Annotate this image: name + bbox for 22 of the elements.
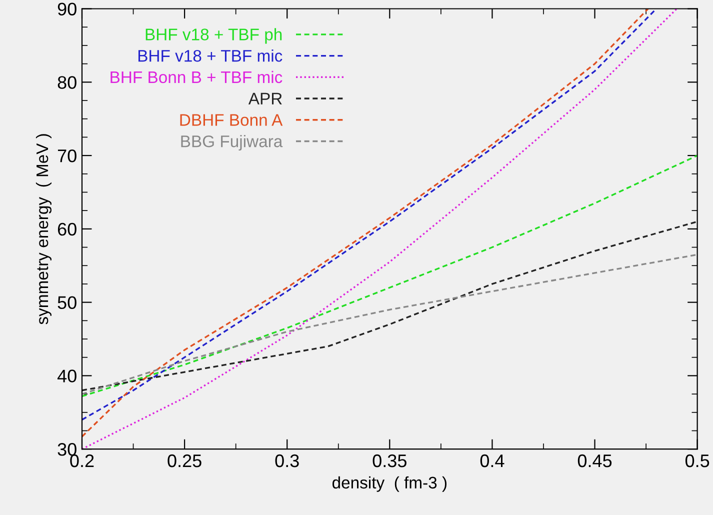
y-tick-label: 30 <box>58 443 76 456</box>
x-tick-label: 0.25 <box>168 454 202 468</box>
y-tick-label: 50 <box>58 296 76 310</box>
y-tick-label: 70 <box>58 149 76 162</box>
x-tick-label: 0.3 <box>275 454 299 468</box>
y-tick-label: 80 <box>58 76 76 89</box>
legend-label: BBG Fujiwara <box>181 135 283 151</box>
legend-label: BHF v18 + TBF mic <box>138 50 282 62</box>
y-tick-label: 90 <box>58 2 76 16</box>
x-tick-label: 0.5 <box>685 454 710 468</box>
x-tick-label: 0.35 <box>372 454 406 468</box>
x-tick-label: 0.4 <box>480 454 504 468</box>
legend-label: BHF Bonn B + TBF mic <box>110 70 282 84</box>
legend-label: BHF v18 + TBF ph <box>146 28 282 44</box>
legend-label: DBHF Bonn A <box>180 114 283 126</box>
y-tick-label: 40 <box>57 370 76 382</box>
y-axis-title: symmetry energy ( MeV ) <box>36 134 52 324</box>
y-tick-label: 60 <box>58 222 76 236</box>
x-axis-title: density ( fm-3 ) <box>332 476 447 492</box>
legend-label: APR <box>248 92 282 104</box>
x-tick-label: 0.2 <box>70 454 94 468</box>
x-tick-label: 0.45 <box>578 454 612 468</box>
